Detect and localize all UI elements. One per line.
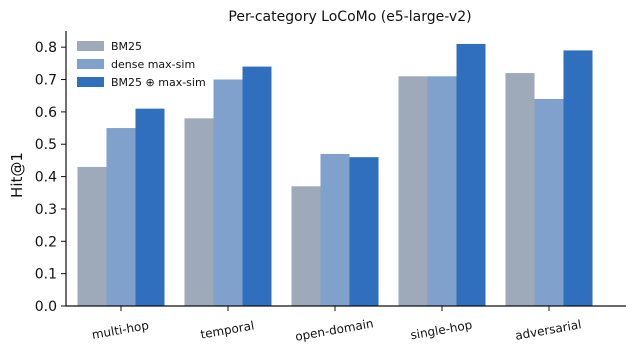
- bar-adversarial-1: [534, 98, 564, 306]
- y-tick-label: 0.6: [35, 105, 57, 121]
- y-tick-label: 0.7: [35, 73, 57, 89]
- legend-label: BM25 ⊕ max-sim: [111, 76, 206, 89]
- y-tick-label: 0.4: [35, 170, 57, 186]
- y-tick-label: 0.5: [35, 137, 57, 153]
- x-axis-ticks: multi-hop temporal open-domain single-hop ad…: [91, 306, 582, 344]
- legend-swatch: [77, 41, 104, 51]
- bar-open-domain-0: [291, 186, 321, 306]
- bar-temporal-0: [184, 118, 214, 307]
- y-tick-label: 0.8: [35, 40, 57, 56]
- bar-multi-hop-1: [106, 128, 136, 306]
- x-tick-label: temporal: [199, 318, 255, 341]
- x-tick-label: single-hop: [409, 318, 473, 343]
- y-tick-label: 0.1: [35, 267, 57, 283]
- x-tick-label: adversarial: [514, 317, 582, 342]
- y-tick-label: 0.2: [35, 234, 57, 250]
- legend-swatch: [77, 77, 104, 87]
- y-axis-label: Hit@1: [8, 152, 26, 198]
- bar-open-domain-1: [320, 153, 350, 306]
- bar-adversarial-0: [505, 73, 535, 306]
- bar-single-hop-2: [456, 43, 486, 307]
- legend-label: dense max-sim: [111, 58, 195, 71]
- bar-open-domain-2: [349, 157, 379, 306]
- x-tick-label: open-domain: [294, 316, 374, 344]
- bars-group: [77, 43, 593, 307]
- bar-multi-hop-0: [77, 166, 107, 306]
- bar-adversarial-2: [563, 50, 593, 306]
- legend-label: BM25: [111, 40, 142, 53]
- legend: BM25 dense max-sim BM25 ⊕ max-sim: [77, 40, 206, 89]
- y-tick-label: 0.0: [35, 299, 57, 315]
- x-tick-label: multi-hop: [91, 318, 150, 342]
- y-axis-ticks: 0.0 0.1 0.2 0.3 0.4 0.5 0.6 0.7 0.8: [35, 40, 66, 315]
- legend-swatch: [77, 59, 104, 69]
- bar-temporal-1: [213, 79, 243, 306]
- bar-temporal-2: [242, 66, 272, 307]
- y-tick-label: 0.3: [35, 202, 57, 218]
- bar-multi-hop-2: [135, 108, 165, 306]
- bar-single-hop-0: [398, 76, 428, 306]
- bar-single-hop-1: [427, 76, 457, 306]
- chart-title: Per-category LoCoMo (e5-large-v2): [228, 9, 471, 25]
